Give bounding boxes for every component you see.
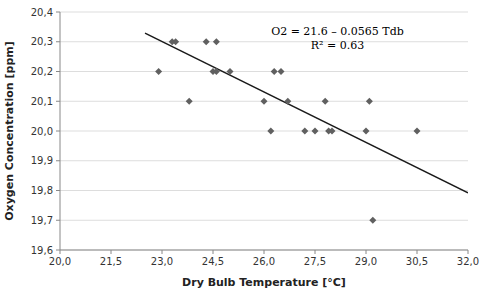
x-tick-label: 32,0 [457,256,479,267]
point [213,68,220,75]
x-axis-label: Dry Bulb Temperature [°C] [182,276,346,289]
x-tick [417,250,418,254]
plot-area [145,33,468,224]
point [213,38,220,45]
point [284,98,291,105]
y-tick-label: 20,1 [31,96,53,107]
grid-line [60,71,468,72]
grid-line [60,12,468,13]
x-tick [111,250,112,254]
x-tick [213,250,214,254]
x-tick-label: 20,0 [49,256,71,267]
x-tick-label: 27,5 [304,256,326,267]
x-tick [315,250,316,254]
grid-line [60,131,468,132]
point [301,128,308,135]
grid [60,12,468,250]
point [271,68,278,75]
point [322,98,329,105]
x-tick-label: 23,0 [151,256,173,267]
y-tick [56,41,60,42]
x-tick [60,250,61,254]
y-tick-label: 19,9 [31,155,53,166]
point [172,38,179,45]
point [366,98,373,105]
annotation: O2 = 21.6 – 0.0565 Tdb [271,25,404,38]
trend-line [145,33,468,193]
point [363,128,370,135]
chart: 20,0 21,5 23,0 24,5 26,0 27,5 29,0 30,5 32,0 19,6… [0,0,482,292]
grid-line [60,220,468,221]
x-tick-label: 24,5 [202,256,224,267]
axes: 20,0 21,5 23,0 24,5 26,0 27,5 29,0 30,5 32,0 19,6… [31,7,479,268]
x-tick [468,250,469,254]
grid-line [60,41,468,42]
point [369,217,376,224]
y-tick [56,71,60,72]
x-tick [264,250,265,254]
y-tick-label: 20,3 [31,36,53,47]
point [227,68,234,75]
y-axis-label: Oxygen Concentration [ppm] [3,41,16,221]
y-tick [56,160,60,161]
grid-line [60,190,468,191]
x-tick [366,250,367,254]
y-tick [56,250,60,251]
point [267,128,274,135]
point [278,68,285,75]
point [414,128,421,135]
y-tick-label: 19,6 [31,245,53,256]
y-tick-label: 20,0 [31,126,53,137]
x-tick-label: 30,5 [406,256,428,267]
y-tick-label: 20,2 [31,66,53,77]
y-tick [56,101,60,102]
point [261,98,268,105]
point [186,98,193,105]
y-tick [56,12,60,13]
annotation: R² = 0.63 [311,39,364,52]
y-tick [56,131,60,132]
x-tick-label: 21,5 [100,256,122,267]
point [203,38,210,45]
point [155,68,162,75]
x-tick [162,250,163,254]
grid-line [60,160,468,161]
point [312,128,319,135]
y-tick [56,220,60,221]
y-tick-label: 20,4 [31,7,53,18]
x-tick-label: 26,0 [253,256,275,267]
y-tick-label: 19,8 [31,185,53,196]
x-tick-label: 29,0 [355,256,377,267]
y-tick [56,190,60,191]
y-tick-label: 19,7 [31,215,53,226]
point [329,128,336,135]
